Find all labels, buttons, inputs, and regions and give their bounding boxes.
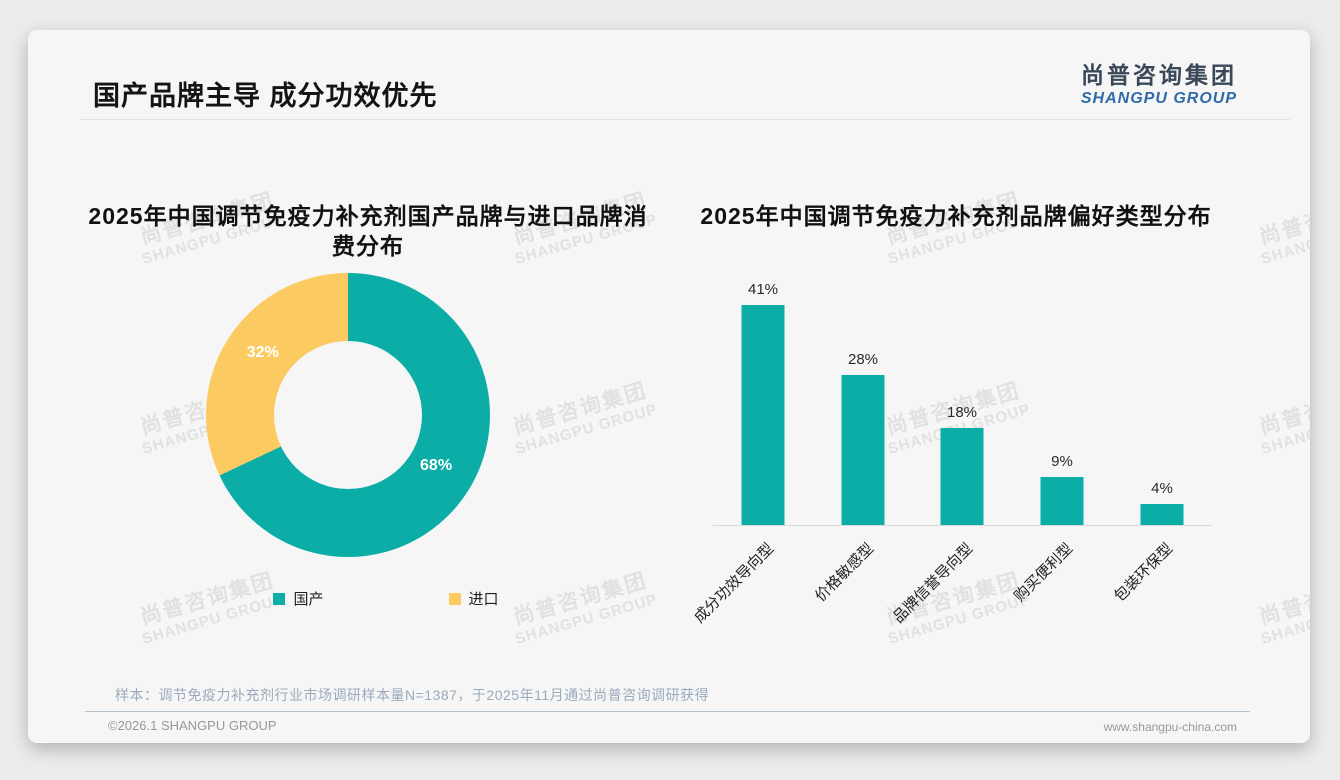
footer-copyright: ©2026.1 SHANGPU GROUP [108,718,277,733]
bar-group: 4% [1140,480,1184,525]
bar [741,305,785,525]
bar-category-label: 价格敏感型 [812,540,878,606]
bar [841,375,885,525]
bar-value-label: 41% [747,281,779,298]
legend-label-domestic: 国产 [293,591,324,608]
bar-category-label: 购买便利型 [1011,540,1077,606]
legend-swatch-domestic [273,592,286,605]
donut-slice-label-domestic: 68% [420,457,453,475]
bar [1040,477,1084,525]
legend-item-domestic: 国产 [273,588,324,609]
bar-group: 18% [940,404,984,525]
footer-divider [85,711,1250,712]
bar-value-label: 4% [1151,480,1173,497]
bar-group: 9% [1040,453,1084,525]
bar-category-label: 包装环保型 [1111,540,1177,606]
logo-english-text: SHANGPU GROUP [1080,90,1237,107]
bar-group: 41% [741,281,785,525]
bar-chart-x-axis [713,525,1212,526]
donut-legend: 国产 进口 [156,588,616,609]
legend-label-import: 进口 [468,591,499,608]
donut-chart-title-line1: 2025年中国调节免疫力补充剂国产品牌与进口品牌消 [88,203,648,229]
bar-value-label: 9% [1051,453,1073,470]
bar-category-label: 品牌信誉导向型 [889,540,977,627]
bar-chart: 41% 28% 18% 9% 4% 成分功效导向型 价格敏感型 品牌信誉导向型 [690,268,1240,626]
slide-card: 尚普咨询集团 SHANGPU GROUP 尚普咨询集团 SHANGPU GROUP 尚普… [28,30,1310,743]
donut-chart-title-line2: 费分布 [332,232,404,259]
company-logo: 尚普咨询集团 SHANGPU GROUP [1081,56,1237,108]
donut-hole [274,341,422,489]
bar-category-label: 成分功效导向型 [690,540,778,627]
donut-chart: 32% 68% [206,273,490,557]
donut-slice-label-import: 32% [246,343,279,361]
bar-value-label: 18% [946,404,978,421]
bar [1140,504,1184,525]
header-divider [80,119,1290,120]
footer-website: www.shangpu-china.com [1103,720,1237,734]
donut-chart-title: 2025年中国调节免疫力补充剂国产品牌与进口品牌消 费分布 [38,202,698,262]
bar-chart-title: 2025年中国调节免疫力补充剂品牌偏好类型分布 [700,203,1212,229]
bar [940,428,984,525]
legend-item-import: 进口 [448,588,499,609]
legend-swatch-import [448,592,461,605]
page-title: 国产品牌主导 成分功效优先 [93,81,438,111]
logo-chinese-text: 尚普咨询集团 [1080,62,1237,88]
bar-group: 28% [841,351,885,525]
bar-value-label: 28% [847,351,879,368]
sample-footnote: 样本：调节免疫力补充剂行业市场调研样本量N=1387，于2025年11月通过尚普… [115,687,710,703]
